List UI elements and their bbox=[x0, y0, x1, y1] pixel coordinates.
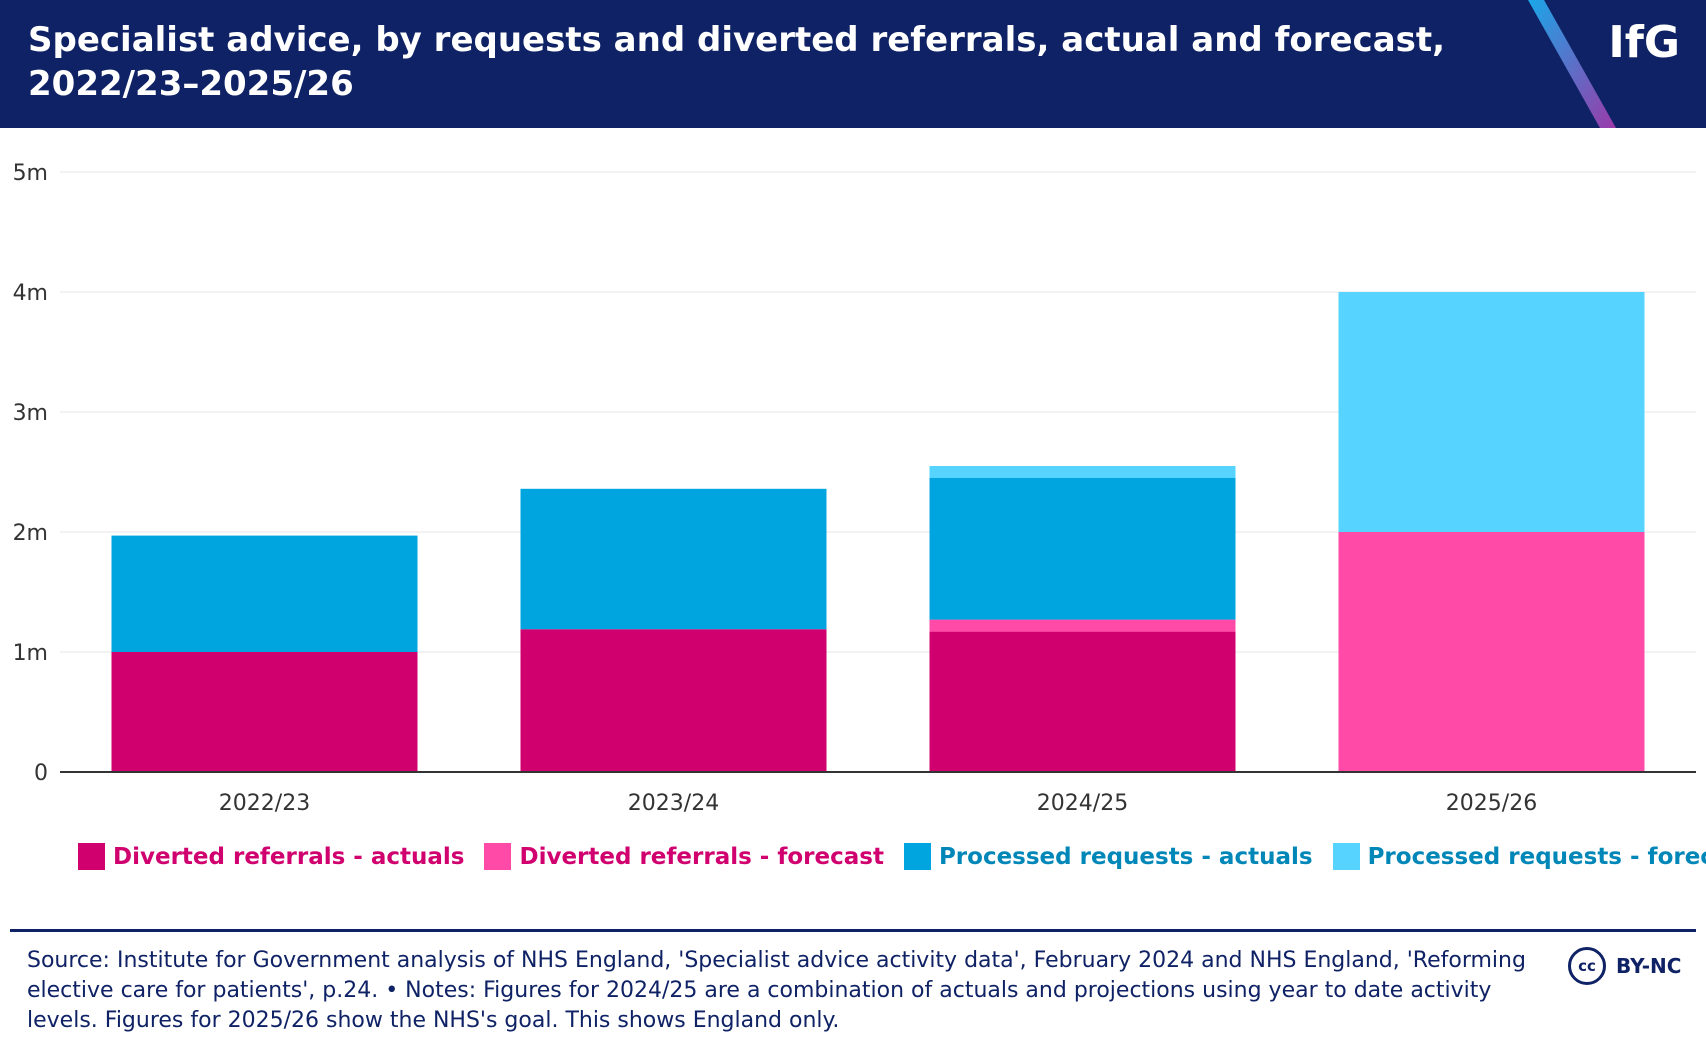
legend-label: Processed requests - actuals bbox=[938, 843, 1313, 870]
y-tick-label: 3m bbox=[13, 401, 48, 426]
x-tick-label: 2023/24 bbox=[628, 791, 719, 816]
legend-item-diverted-forecast: Diverted referrals - forecast bbox=[484, 843, 884, 870]
legend-label: Diverted referrals - actuals bbox=[113, 843, 465, 870]
y-tick-label: 1m bbox=[13, 641, 48, 666]
axes: 0 1m 2m 3m 4m 5m 2022/23 2023/24 2024/25 2025/26 bbox=[13, 161, 1696, 816]
ifg-logo: IfG bbox=[1608, 17, 1680, 68]
bar-segment bbox=[520, 488, 827, 630]
y-tick-label: 0 bbox=[34, 761, 48, 786]
legend-item-diverted-actuals: Diverted referrals - actuals bbox=[78, 843, 464, 870]
chart-legend: Diverted referrals - actuals Diverted re… bbox=[78, 843, 1706, 870]
bar-segment bbox=[1338, 532, 1645, 772]
x-tick-label: 2025/26 bbox=[1446, 791, 1537, 816]
y-tick-label: 2m bbox=[13, 521, 48, 546]
license-text: BY-NC bbox=[1616, 954, 1682, 978]
legend-item-processed-actuals: Processed requests - actuals bbox=[903, 843, 1313, 870]
y-tick-label: 4m bbox=[13, 281, 48, 306]
bar-segment bbox=[520, 629, 827, 772]
legend-swatch bbox=[484, 843, 512, 870]
x-tick-label: 2024/25 bbox=[1037, 791, 1128, 816]
bars bbox=[111, 292, 1645, 772]
source-notes: Source: Institute for Government analysi… bbox=[27, 948, 1526, 1033]
bar-segment bbox=[929, 478, 1236, 620]
bar-segment bbox=[929, 631, 1236, 772]
legend-swatch bbox=[903, 843, 931, 870]
legend-label: Processed requests - forecast bbox=[1367, 843, 1706, 870]
legend-swatch bbox=[78, 843, 105, 870]
bar-segment bbox=[929, 466, 1236, 478]
bar-segment bbox=[111, 535, 418, 652]
legend-label: Diverted referrals - forecast bbox=[519, 843, 884, 870]
creative-commons-icon: cc bbox=[1568, 947, 1606, 985]
bar-segment bbox=[1338, 292, 1645, 532]
brand-stripe-icon bbox=[1528, 0, 1616, 128]
legend-item-processed-forecast: Processed requests - forecast bbox=[1332, 843, 1706, 870]
stacked-bar-chart: 0 1m 2m 3m 4m 5m 2022/23 2023/24 2024/25 2025/26 bbox=[13, 161, 1696, 816]
bar-segment bbox=[929, 619, 1236, 632]
legend-swatch bbox=[1332, 843, 1360, 870]
y-tick-label: 5m bbox=[13, 161, 48, 186]
footer-divider bbox=[10, 929, 1696, 932]
chart-title: Specialist advice, by requests and diver… bbox=[28, 20, 1446, 104]
header-banner: Specialist advice, by requests and diver… bbox=[0, 0, 1706, 128]
license-badge: cc BY-NC bbox=[1568, 947, 1681, 985]
x-tick-label: 2022/23 bbox=[219, 791, 310, 816]
bar-segment bbox=[111, 652, 418, 772]
